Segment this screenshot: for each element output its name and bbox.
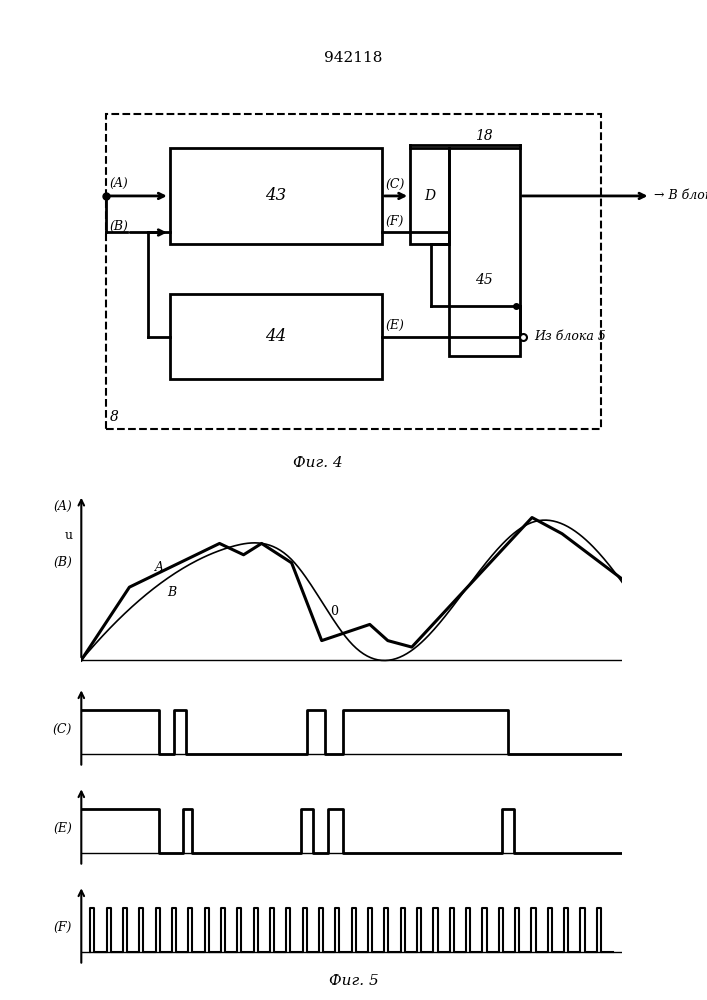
Text: (C): (C) <box>53 723 72 736</box>
Bar <box>170 294 382 379</box>
Text: (B): (B) <box>110 220 129 232</box>
Text: (E): (E) <box>54 822 72 835</box>
Text: 942118: 942118 <box>325 51 382 65</box>
Text: → В блок 5: → В блок 5 <box>654 189 707 202</box>
Bar <box>106 114 601 429</box>
Bar <box>170 148 382 244</box>
Text: B: B <box>167 586 176 599</box>
Text: 44: 44 <box>265 328 286 345</box>
Text: (E): (E) <box>385 319 404 332</box>
Text: 18: 18 <box>475 128 493 142</box>
Text: (B): (B) <box>54 556 72 569</box>
Text: A: A <box>155 561 164 574</box>
Text: u: u <box>64 529 72 542</box>
Text: (A): (A) <box>54 500 72 513</box>
Text: (F): (F) <box>385 215 404 228</box>
Text: Фиг. 5: Фиг. 5 <box>329 974 378 988</box>
Text: (A): (A) <box>110 177 129 190</box>
Text: 45: 45 <box>475 273 493 287</box>
Bar <box>410 148 449 244</box>
Text: 0: 0 <box>329 605 338 618</box>
Text: Фиг. 4: Фиг. 4 <box>293 456 343 470</box>
Text: D: D <box>424 189 435 203</box>
Bar <box>449 148 520 356</box>
Text: 8: 8 <box>110 410 119 424</box>
Text: Из блока 5: Из блока 5 <box>534 330 606 343</box>
Text: (F): (F) <box>54 921 72 934</box>
Text: 43: 43 <box>265 187 286 204</box>
Text: (C): (C) <box>385 178 404 191</box>
